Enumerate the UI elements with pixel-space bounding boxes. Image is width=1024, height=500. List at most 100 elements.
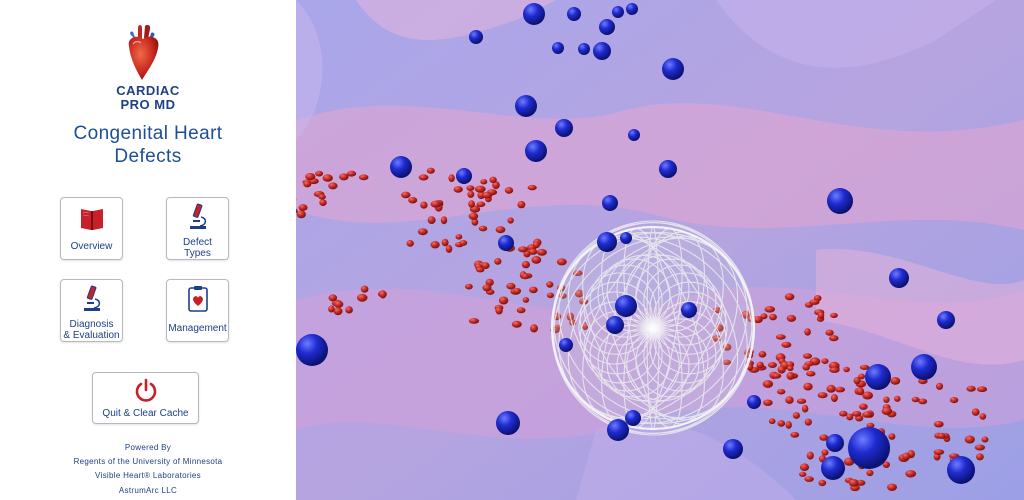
red-cell	[513, 287, 521, 295]
credit-company: AstrumArc LLC	[118, 486, 178, 495]
blue-cell	[625, 410, 641, 426]
brand-name-line2: PRO MD	[120, 97, 176, 112]
red-cell	[933, 421, 944, 428]
red-cell	[459, 240, 468, 246]
brand-name-line1: CARDIAC	[116, 83, 180, 98]
red-cell	[829, 367, 840, 373]
red-cell	[792, 412, 800, 419]
red-cell	[768, 362, 777, 368]
red-cell	[420, 201, 428, 209]
blue-cell	[552, 42, 564, 54]
red-cell	[918, 398, 928, 405]
red-cell	[536, 248, 547, 256]
blue-cell	[296, 334, 328, 366]
red-cell	[858, 373, 865, 380]
red-cell	[466, 185, 475, 191]
red-cell	[818, 479, 827, 487]
red-cell	[786, 371, 795, 380]
red-cell	[806, 451, 814, 460]
red-cell	[298, 204, 308, 211]
blue-cell	[620, 232, 632, 244]
red-cell	[826, 384, 836, 393]
red-cell	[356, 293, 368, 302]
overview-label: Overview	[70, 241, 113, 252]
quit-label: Quit & Clear Cache	[102, 408, 189, 419]
blue-cell	[848, 427, 890, 469]
blue-cell	[659, 160, 677, 178]
red-cell	[821, 358, 829, 364]
red-cell	[507, 217, 514, 224]
red-cell	[777, 420, 786, 427]
red-cell	[296, 210, 306, 219]
red-cell	[825, 329, 834, 336]
blue-cell	[597, 232, 617, 252]
red-cell	[887, 483, 897, 491]
book-icon	[80, 209, 103, 230]
vessel-3d-scene[interactable]	[296, 0, 1024, 500]
red-cell	[303, 180, 312, 188]
red-cell	[806, 370, 816, 377]
red-cell	[817, 311, 825, 319]
red-cell	[531, 256, 542, 264]
red-cell	[468, 318, 480, 324]
red-cell	[890, 377, 901, 385]
blue-cell	[747, 395, 761, 409]
red-cell	[758, 351, 767, 358]
clipboard-heart-icon	[187, 286, 208, 312]
overview-button[interactable]: Overview	[60, 197, 123, 260]
blue-cell	[390, 156, 412, 178]
red-cell	[821, 449, 829, 456]
red-blood-cells	[296, 167, 989, 492]
red-cell	[319, 199, 327, 207]
red-cell	[777, 365, 786, 374]
red-cell	[796, 398, 807, 404]
defect-types-label-line1: Defect	[183, 237, 212, 248]
red-cell	[902, 452, 911, 461]
red-cell	[760, 313, 768, 320]
quit-clear-cache-button[interactable]: Quit & Clear Cache	[92, 372, 199, 424]
blue-cell	[469, 30, 483, 44]
credit-lab: Visible Heart® Laboratories	[95, 471, 201, 480]
red-cell	[764, 306, 776, 313]
red-cell	[859, 364, 870, 370]
red-cell	[328, 294, 338, 302]
red-cell	[334, 300, 344, 308]
red-cell	[769, 313, 777, 321]
red-cell	[574, 289, 584, 298]
blue-cell	[911, 354, 937, 380]
red-cell	[785, 421, 792, 429]
red-cell	[862, 411, 873, 418]
red-cell	[971, 408, 980, 416]
sidebar: CARDIAC PRO MD Congenital Heart Defects …	[0, 0, 297, 500]
blue-cell	[599, 19, 615, 35]
red-cell	[775, 334, 786, 340]
red-cell	[772, 373, 782, 379]
red-cell	[504, 187, 514, 194]
blue-cell	[626, 3, 638, 15]
red-cell	[866, 469, 874, 477]
red-cell	[852, 410, 862, 417]
red-cell	[949, 397, 959, 404]
red-cell	[475, 267, 485, 273]
red-cell	[379, 290, 387, 299]
defect-types-button[interactable]: Defect Types	[166, 197, 229, 260]
diagnosis-evaluation-button[interactable]: Diagnosis & Evaluation	[60, 279, 123, 342]
management-button[interactable]: Management	[166, 279, 229, 342]
red-cell	[859, 403, 868, 410]
red-cell	[408, 197, 418, 204]
blue-cell	[827, 188, 853, 214]
red-cell	[318, 194, 326, 200]
red-cell	[471, 218, 479, 226]
red-cell	[781, 341, 792, 348]
red-cell	[346, 170, 357, 177]
red-cell	[518, 246, 528, 253]
red-cell	[866, 422, 875, 429]
red-cell	[803, 353, 812, 359]
red-cell	[489, 176, 497, 183]
blue-blood-cells	[296, 3, 975, 484]
red-cell	[445, 244, 453, 253]
red-cell	[426, 167, 435, 174]
red-cell	[546, 281, 554, 288]
red-cell	[979, 413, 987, 420]
blue-cell	[456, 168, 472, 184]
